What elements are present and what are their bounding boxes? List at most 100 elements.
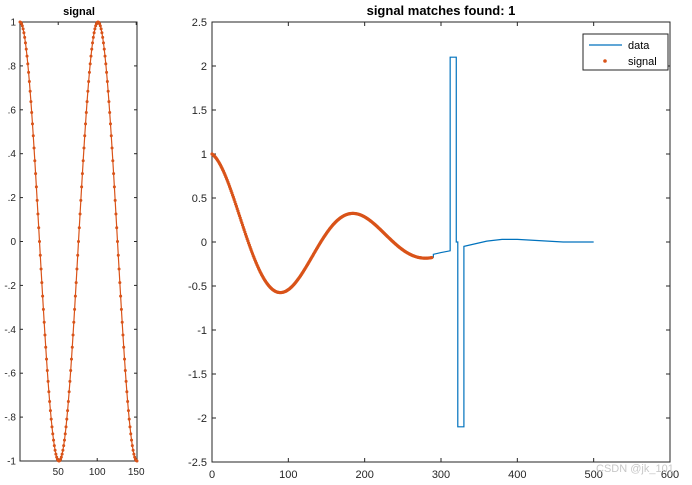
signal-point bbox=[130, 438, 134, 442]
signal-point bbox=[91, 41, 95, 45]
signal-point bbox=[33, 159, 37, 163]
signal-point bbox=[54, 452, 58, 456]
signal-point bbox=[121, 333, 125, 337]
signal-point bbox=[85, 100, 89, 104]
signal-point bbox=[84, 110, 88, 114]
signal-point bbox=[43, 333, 47, 337]
signal-point bbox=[131, 448, 135, 452]
signal-point bbox=[45, 357, 49, 361]
signal-point bbox=[64, 425, 68, 429]
matches-chart: signal matches found: 1 -2.5 -2 -1.5 -1 -0.5… bbox=[188, 3, 679, 481]
signal-point bbox=[109, 134, 113, 138]
signal-match-point bbox=[430, 255, 434, 260]
legend: data signal bbox=[582, 33, 669, 71]
signal-point bbox=[31, 134, 35, 138]
signal-point bbox=[34, 185, 38, 189]
y-tick-label: 1 bbox=[10, 18, 16, 29]
signal-point bbox=[76, 253, 80, 257]
signal-point bbox=[71, 333, 75, 337]
signal-point bbox=[103, 54, 107, 58]
y-tick-label: 2.5 bbox=[192, 17, 207, 29]
signal-point bbox=[126, 409, 130, 413]
signal-point bbox=[24, 47, 28, 51]
signal-point bbox=[46, 379, 50, 383]
signal-point bbox=[91, 35, 95, 39]
signal-point bbox=[62, 444, 66, 448]
signal-point bbox=[51, 432, 55, 436]
signal-point bbox=[98, 24, 102, 28]
signal-point bbox=[108, 122, 112, 126]
y-tick-label: 0 bbox=[10, 237, 16, 248]
signal-point bbox=[90, 47, 94, 51]
signal-point bbox=[102, 47, 106, 51]
matches-plot-area: -2.5 -2 -1.5 -1 -0.5 0 0.5 1 1.5 2 2.5 0 100 200 300 40… bbox=[188, 17, 679, 481]
signal-point bbox=[111, 159, 115, 163]
x-tick-label: 0 bbox=[209, 469, 215, 481]
signal-point bbox=[112, 172, 116, 176]
signal-point bbox=[60, 452, 64, 456]
signal-point bbox=[93, 27, 97, 31]
signal-point bbox=[48, 400, 52, 404]
signal-point bbox=[63, 432, 67, 436]
signal-point bbox=[59, 455, 63, 459]
signal-point bbox=[48, 409, 52, 413]
signal-point bbox=[79, 198, 83, 202]
signal-point bbox=[116, 253, 120, 257]
signal-point bbox=[47, 390, 51, 394]
signal-point bbox=[80, 172, 84, 176]
signal-point bbox=[87, 70, 91, 74]
y-tick-label: .4 bbox=[8, 149, 17, 160]
signal-point bbox=[77, 240, 80, 243]
x-tick-label: 600 bbox=[661, 469, 679, 481]
watermark-text: CSDN @jk_101 bbox=[596, 463, 674, 475]
signal-point bbox=[88, 62, 92, 66]
signal-point bbox=[123, 369, 127, 373]
signal-point bbox=[118, 281, 122, 285]
signal-point bbox=[104, 62, 108, 66]
signal-point bbox=[80, 185, 84, 189]
signal-point bbox=[50, 425, 54, 429]
x-tick-label: 100 bbox=[89, 467, 106, 478]
signal-point bbox=[75, 267, 79, 271]
signal-point bbox=[78, 212, 82, 216]
legend-data-label: data bbox=[628, 40, 650, 52]
signal-point bbox=[119, 307, 123, 311]
signal-point bbox=[83, 134, 87, 138]
x-tick-label: 50 bbox=[53, 467, 65, 478]
signal-point bbox=[70, 345, 74, 349]
x-tick-label: 400 bbox=[508, 469, 526, 481]
signal-point bbox=[32, 146, 36, 150]
signal-point bbox=[41, 307, 45, 311]
signal-point bbox=[66, 400, 70, 404]
signal-point bbox=[86, 89, 90, 93]
signal-point bbox=[73, 307, 77, 311]
y-tick-label: -1 bbox=[197, 325, 207, 337]
signal-point bbox=[89, 54, 93, 58]
signal-point bbox=[67, 390, 71, 394]
signal-point bbox=[26, 62, 30, 66]
signal-point bbox=[77, 226, 81, 230]
signal-point bbox=[92, 31, 96, 35]
signal-point bbox=[129, 432, 133, 436]
signal-point bbox=[115, 226, 119, 230]
y-tick-label: -2.5 bbox=[188, 457, 207, 469]
signal-point bbox=[52, 444, 56, 448]
signal-point bbox=[49, 417, 53, 421]
signal-point bbox=[108, 110, 112, 114]
y-tick-label: -0.5 bbox=[188, 281, 207, 293]
signal-point bbox=[105, 70, 109, 74]
y-tick-label: 2 bbox=[201, 61, 207, 73]
signal-point bbox=[28, 89, 32, 93]
signal-point bbox=[122, 345, 126, 349]
legend-box bbox=[582, 33, 669, 71]
signal-point bbox=[72, 320, 76, 324]
signal-point bbox=[84, 122, 88, 126]
signal-point bbox=[23, 35, 27, 39]
signal-point bbox=[41, 294, 45, 298]
y-tick-label: -1 bbox=[7, 457, 16, 468]
signal-point bbox=[27, 79, 31, 83]
signal-point bbox=[22, 31, 26, 35]
